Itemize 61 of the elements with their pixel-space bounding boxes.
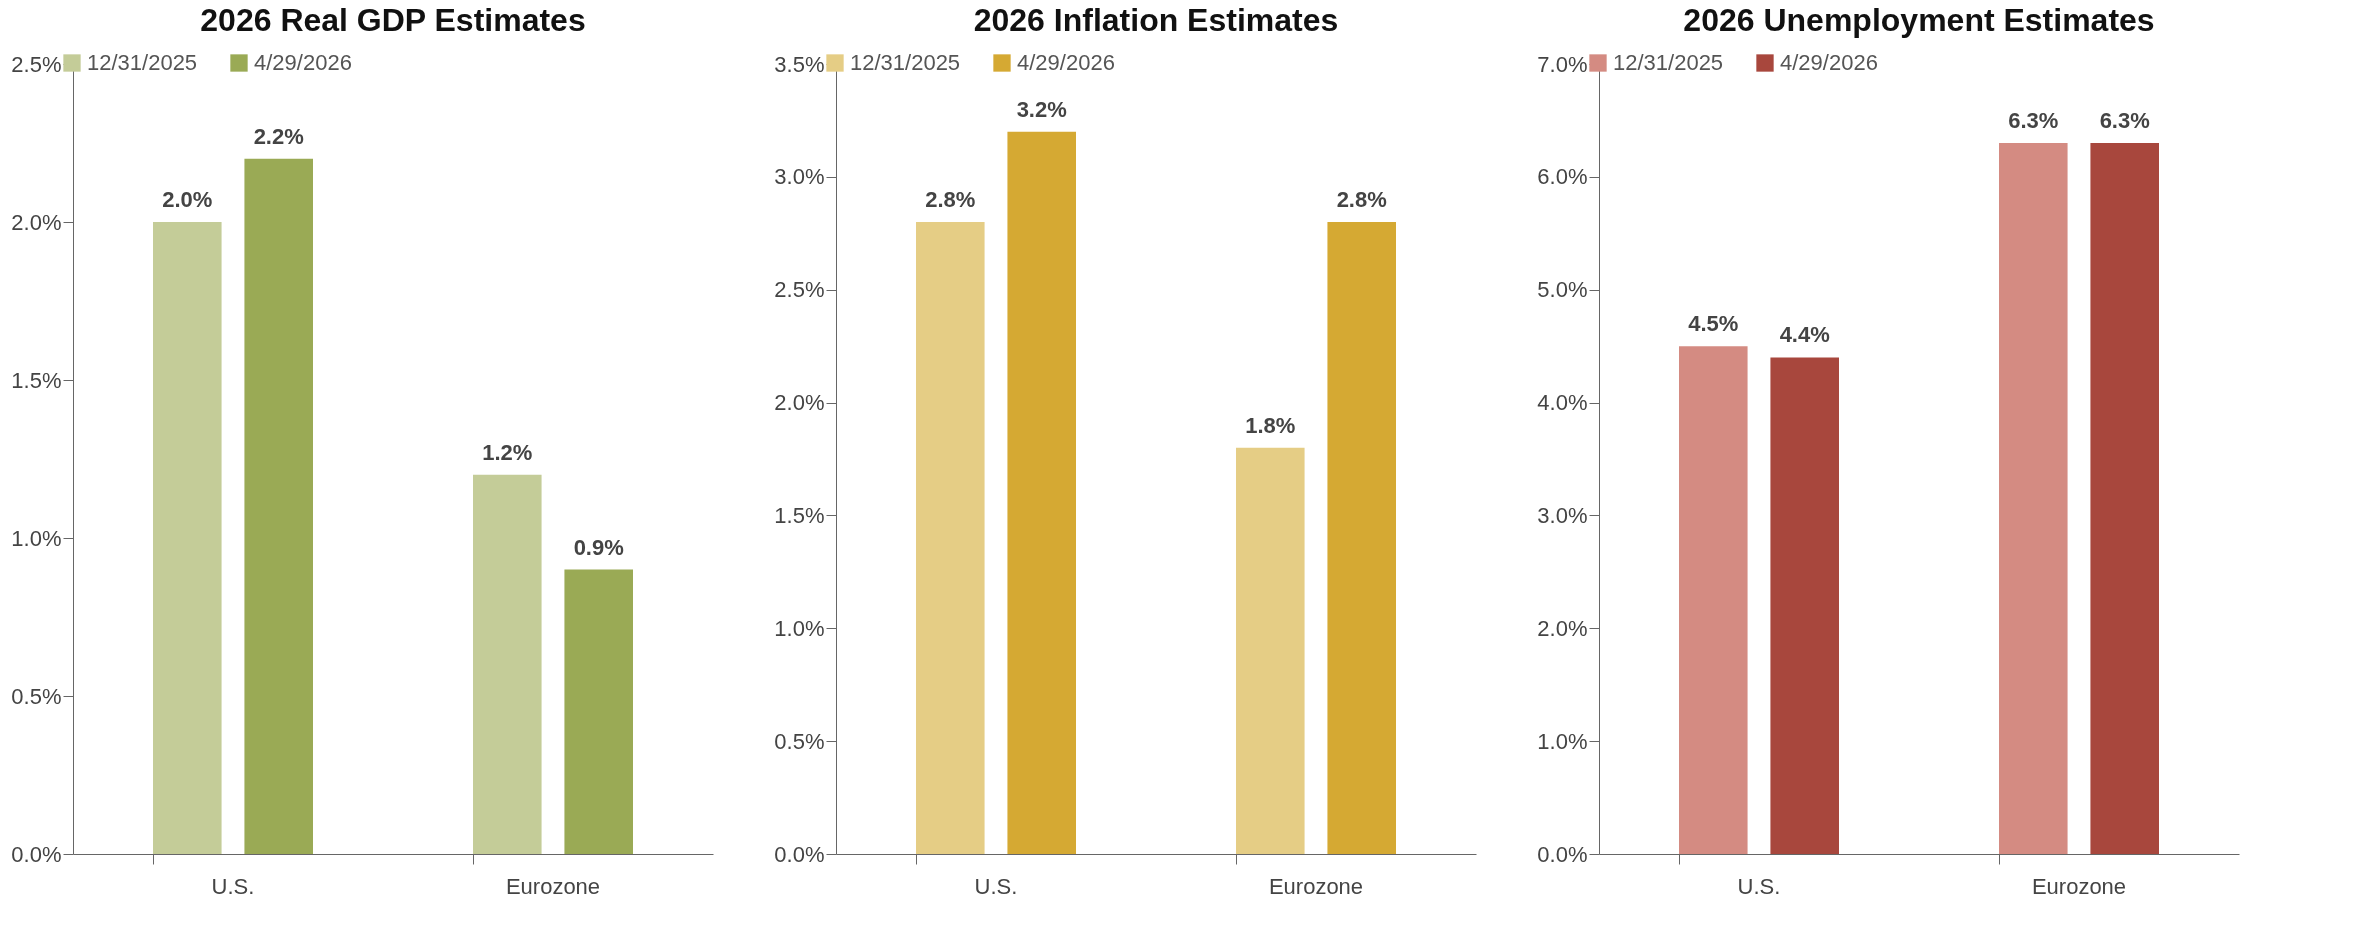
y-tick-label: 0.0% xyxy=(1537,841,1588,867)
data-label: 0.9% xyxy=(573,534,624,560)
data-label: 4.4% xyxy=(1779,322,1830,348)
data-label: 2.2% xyxy=(253,123,304,149)
y-tick-label: 2.5% xyxy=(774,277,825,303)
y-tick-label: 4.0% xyxy=(1537,390,1588,416)
bar xyxy=(564,569,633,854)
x-tick-label: Eurozone xyxy=(505,873,601,899)
y-tick-label: 0.5% xyxy=(11,683,62,709)
x-tick-label: U.S. xyxy=(1737,873,1781,899)
y-tick-label: 1.0% xyxy=(1537,728,1588,754)
bar xyxy=(1770,357,1839,854)
data-label: 6.3% xyxy=(2008,108,2059,133)
y-tick-label: 2.0% xyxy=(1537,615,1588,641)
chart-title: 2026 Real GDP Estimates xyxy=(200,2,586,38)
y-tick-label: 6.0% xyxy=(1537,164,1588,190)
y-tick-label: 2.0% xyxy=(11,209,62,235)
y-tick-label: 7.0% xyxy=(1537,51,1588,77)
y-tick-label: 0.5% xyxy=(774,728,825,754)
y-tick-label: 2.5% xyxy=(11,51,62,77)
chart-title: 2026 Inflation Estimates xyxy=(973,2,1339,38)
bar xyxy=(244,158,313,854)
y-tick-label: 3.5% xyxy=(774,51,825,77)
y-tick-label: 1.0% xyxy=(11,525,62,551)
y-tick-label: 1.5% xyxy=(11,367,62,393)
data-label: 3.2% xyxy=(1016,96,1067,122)
legend-label: 12/31/2025 xyxy=(1613,50,1724,75)
bar xyxy=(1999,143,2068,854)
legend-label: 4/29/2026 xyxy=(1780,50,1878,75)
data-label: 2.8% xyxy=(925,187,976,212)
legend-label: 12/31/2025 xyxy=(87,50,198,75)
y-tick-label: 5.0% xyxy=(1537,277,1588,303)
y-tick-label: 0.0% xyxy=(11,841,62,867)
bar xyxy=(153,222,222,854)
chart-title: 2026 Unemployment Estimates xyxy=(1683,2,2155,38)
bar xyxy=(473,474,542,854)
bar xyxy=(1679,346,1748,854)
y-tick-label: 1.0% xyxy=(774,615,825,641)
x-tick-label: Eurozone xyxy=(1268,873,1364,899)
bar xyxy=(1327,222,1396,854)
legend-label: 4/29/2026 xyxy=(254,50,352,75)
legend-label: 12/31/2025 xyxy=(850,50,961,75)
data-label: 1.2% xyxy=(482,439,533,465)
bar xyxy=(916,222,985,854)
x-tick-label: U.S. xyxy=(974,873,1018,899)
y-tick-label: 2.0% xyxy=(774,390,825,416)
y-tick-label: 3.0% xyxy=(1537,502,1588,528)
legend-label: 4/29/2026 xyxy=(1017,50,1115,75)
data-label: 2.8% xyxy=(1336,187,1387,212)
y-tick-label: 0.0% xyxy=(774,841,825,867)
x-tick-label: Eurozone xyxy=(2031,873,2127,899)
data-label: 2.0% xyxy=(162,187,213,212)
bar xyxy=(1236,447,1305,854)
y-tick-label: 3.0% xyxy=(774,164,825,190)
y-tick-label: 1.5% xyxy=(774,502,825,528)
bar xyxy=(2090,143,2159,854)
data-label: 4.5% xyxy=(1688,311,1739,337)
data-label: 1.8% xyxy=(1245,412,1296,438)
bar xyxy=(1007,131,1076,854)
x-tick-label: U.S. xyxy=(211,873,255,899)
data-label: 6.3% xyxy=(2099,108,2150,133)
